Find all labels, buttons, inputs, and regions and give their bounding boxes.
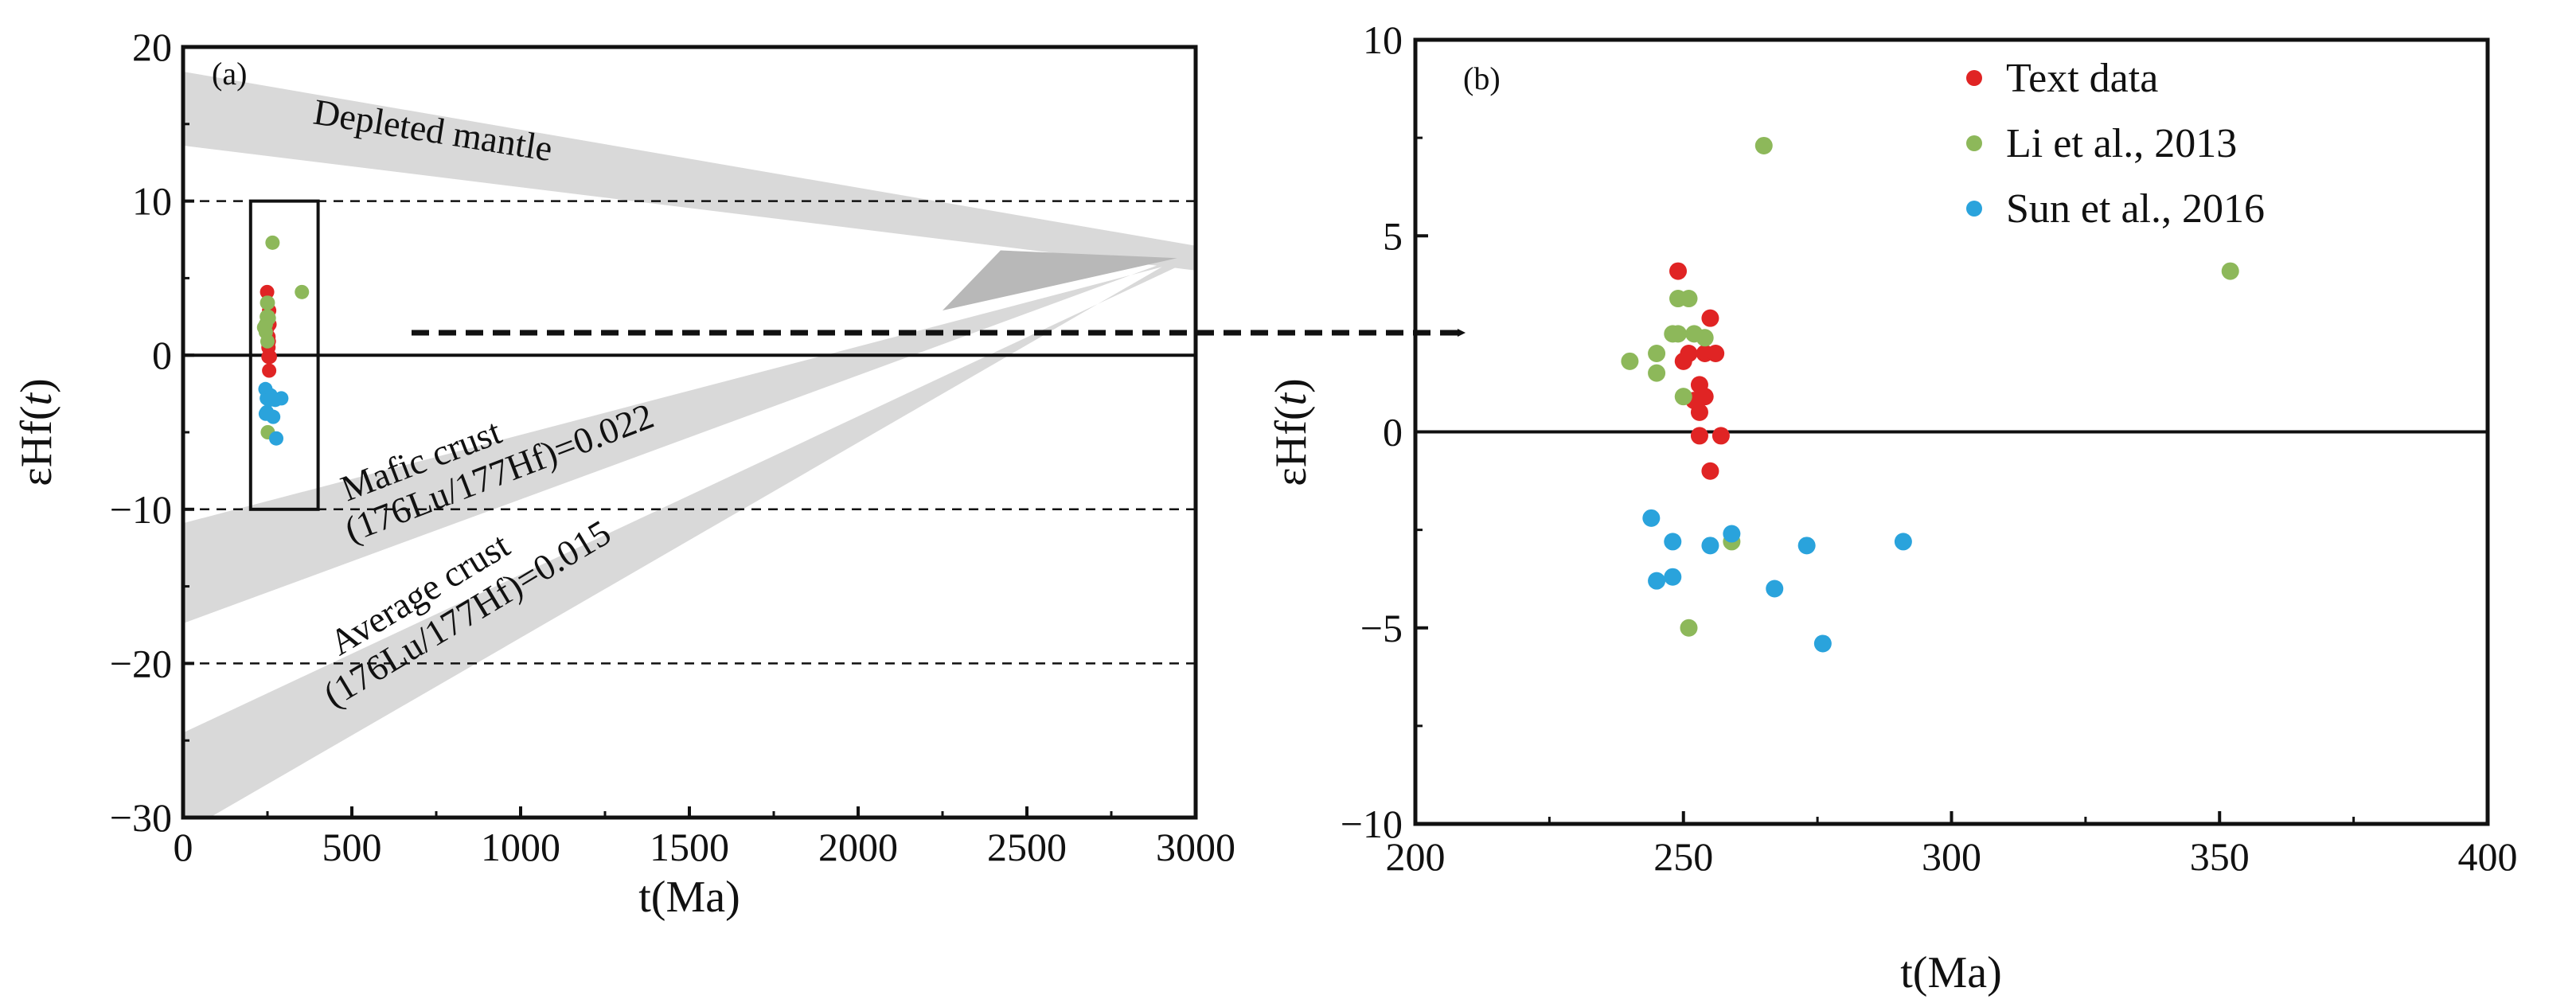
y-tick-label: 5 <box>1383 213 1403 258</box>
point-a-li-et-al-2013 <box>260 295 275 310</box>
panel-a-chart: 0 500 1000 1500 2000 2500 3000 20100−10−20−30 … <box>12 25 1235 922</box>
panel-a-reference-lines <box>183 200 1196 665</box>
y-tick-label: 10 <box>1363 18 1403 62</box>
legend-label-text-data: Text data <box>2006 56 2158 101</box>
panel-a-y-title-prefix: εHf( <box>12 405 61 486</box>
panel-a-x-ticks: 0 500 1000 1500 2000 2500 3000 <box>174 806 1235 869</box>
point-b-li-et-al-2013 <box>1680 619 1698 637</box>
point-a-text-data <box>260 284 275 299</box>
point-b-text-data <box>1711 427 1730 445</box>
point-b-sun-et-al-2016 <box>1797 537 1816 555</box>
band-depleted-mantle <box>183 71 1196 271</box>
point-b-li-et-al-2013 <box>1621 352 1639 370</box>
point-b-li-et-al-2013 <box>1648 364 1666 382</box>
point-b-sun-et-al-2016 <box>1664 568 1682 586</box>
panel-a-y-title-var: t <box>12 392 61 405</box>
legend-marker-text-data <box>1966 70 1982 86</box>
panel-a-evolution-bands <box>183 71 1196 818</box>
legend-marker-li-2013 <box>1966 135 1982 151</box>
x-tick-label: 350 <box>2190 834 2250 879</box>
band-average-crust <box>183 258 1196 818</box>
point-b-li-et-al-2013 <box>2221 262 2239 280</box>
panel-b-y-title-suffix: ) <box>1267 378 1316 393</box>
point-b-li-et-al-2013 <box>1648 345 1666 362</box>
panel-a-y-ticks: 20 10 0 −10 −20 −30 <box>110 25 194 840</box>
legend-label-sun-2016: Sun et al., 2016 <box>2006 186 2265 232</box>
x-tick-label: 200 <box>1386 834 1446 879</box>
point-b-sun-et-al-2016 <box>1664 533 1682 551</box>
x-tick-label: 500 <box>322 825 382 869</box>
y-tick-label: 0 <box>152 333 172 377</box>
panel-b-label: (b) <box>1463 60 1501 96</box>
panel-b-x-ticks: 200 250 300 350 400 <box>1386 811 2518 879</box>
point-b-text-data <box>1701 309 1719 327</box>
panel-b-y-title-prefix: εHf( <box>1267 405 1316 486</box>
point-b-li-et-al-2013 <box>1696 329 1714 347</box>
point-a-li-et-al-2013 <box>265 235 280 250</box>
y-tick-label: −5 <box>1360 606 1403 650</box>
panel-a-y-axis-title: εHf(t) <box>12 378 61 486</box>
x-tick-label: 2500 <box>987 825 1067 869</box>
panel-a-highlight-box <box>248 199 320 511</box>
point-a-text-data <box>262 349 277 365</box>
legend-marker-sun-2016 <box>1966 201 1982 217</box>
x-tick-label: 2000 <box>818 825 898 869</box>
point-b-text-data <box>1707 345 1725 362</box>
x-tick-label: 400 <box>2458 834 2518 879</box>
point-b-li-et-al-2013 <box>1669 325 1688 343</box>
point-b-text-data <box>1690 403 1708 421</box>
x-tick-label: 0 <box>174 825 193 869</box>
panel-b-chart: 200 250 300 350 400 10 5 0 −5 −10 (b) Text data … <box>1267 18 2518 997</box>
point-a-li-et-al-2013 <box>260 334 275 349</box>
point-a-li-et-al-2013 <box>295 284 310 299</box>
point-b-sun-et-al-2016 <box>1642 509 1661 527</box>
x-tick-label: 1500 <box>650 825 729 869</box>
point-b-li-et-al-2013 <box>1674 388 1692 406</box>
point-b-li-et-al-2013 <box>1680 290 1698 308</box>
x-tick-label: 1000 <box>481 825 560 869</box>
panel-a-label: (a) <box>212 56 247 92</box>
legend: Text data Li et al., 2013 Sun et al., 20… <box>1966 56 2265 232</box>
y-tick-label: 20 <box>132 25 172 69</box>
point-b-text-data <box>1669 262 1688 280</box>
panel-b-y-ticks: 10 5 0 −5 −10 <box>1341 18 1428 846</box>
legend-label-li-2013: Li et al., 2013 <box>2006 121 2237 166</box>
point-b-sun-et-al-2016 <box>1701 537 1719 555</box>
point-b-sun-et-al-2016 <box>1648 572 1666 590</box>
y-tick-label: 0 <box>1383 410 1403 455</box>
panel-a-y-title-suffix: ) <box>12 378 61 393</box>
band-mafic-crust <box>183 258 1196 624</box>
y-tick-label: −20 <box>110 641 172 685</box>
y-tick-label: −10 <box>110 487 172 532</box>
point-a-sun-et-al-2016 <box>267 392 283 408</box>
panel-b-y-title-var: t <box>1267 392 1316 405</box>
panel-a-data-points <box>256 235 310 446</box>
point-b-text-data <box>1674 352 1692 370</box>
point-b-text-data <box>1701 462 1719 480</box>
point-b-sun-et-al-2016 <box>1723 525 1741 543</box>
panel-b-x-axis-title: t(Ma) <box>1900 948 2002 997</box>
point-a-text-data <box>262 363 277 378</box>
point-a-sun-et-al-2016 <box>266 409 281 424</box>
x-tick-label: 300 <box>1922 834 1981 879</box>
point-b-li-et-al-2013 <box>1754 136 1773 154</box>
y-tick-label: −30 <box>110 795 172 840</box>
panel-a-x-axis-title: t(Ma) <box>638 872 740 922</box>
point-b-sun-et-al-2016 <box>1894 533 1912 551</box>
point-b-text-data <box>1690 427 1708 445</box>
point-a-sun-et-al-2016 <box>269 431 284 446</box>
point-b-sun-et-al-2016 <box>1766 580 1784 598</box>
y-tick-label: −10 <box>1341 802 1403 846</box>
panel-b-data-points <box>1621 136 2239 653</box>
point-b-sun-et-al-2016 <box>1813 634 1832 653</box>
panel-b-y-axis-title: εHf(t) <box>1267 378 1316 486</box>
x-tick-label: 3000 <box>1156 825 1235 869</box>
x-tick-label: 250 <box>1653 834 1713 879</box>
band-overlap <box>943 250 1177 311</box>
y-tick-label: 10 <box>132 179 172 224</box>
